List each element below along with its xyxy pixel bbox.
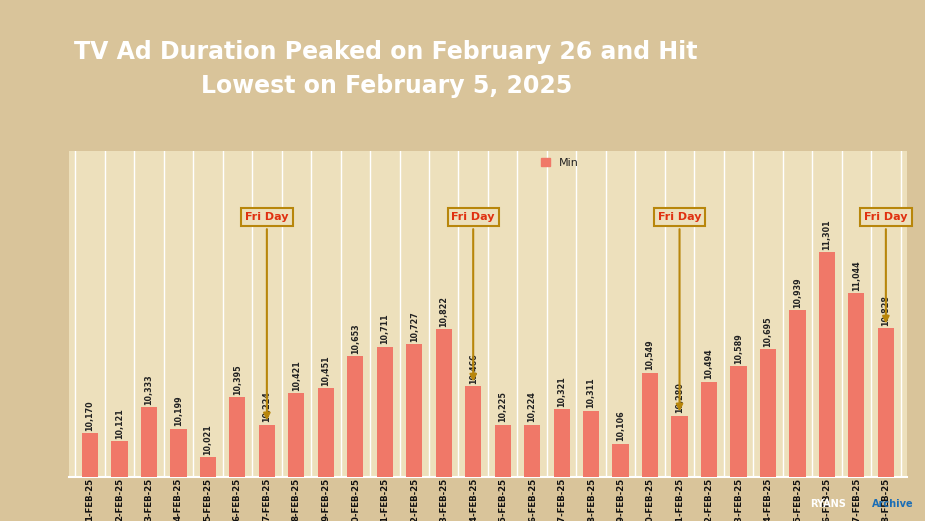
Bar [259, 425, 275, 477]
Bar [347, 356, 364, 477]
Text: 10,711: 10,711 [380, 314, 389, 344]
Text: 10,311: 10,311 [586, 378, 596, 408]
Text: TV Ad Duration Peaked on February 26 and Hit
Lowest on February 5, 2025: TV Ad Duration Peaked on February 26 and… [74, 40, 698, 98]
Text: 10,822: 10,822 [439, 295, 449, 327]
Legend: Min: Min [536, 153, 583, 172]
Bar [642, 373, 659, 477]
Bar [789, 310, 806, 477]
Bar [583, 411, 599, 477]
Text: 10,549: 10,549 [646, 340, 655, 370]
Bar [406, 344, 423, 477]
Bar [200, 457, 216, 477]
Bar [465, 386, 481, 477]
Text: 10,727: 10,727 [410, 311, 419, 342]
Bar [289, 393, 304, 477]
Bar [731, 366, 746, 477]
Bar [819, 252, 835, 477]
Bar [229, 398, 245, 477]
Text: 10,170: 10,170 [85, 401, 94, 431]
Bar [436, 329, 451, 477]
Bar [141, 407, 157, 477]
Text: Fri Day: Fri Day [451, 212, 495, 379]
Bar [612, 444, 629, 477]
Text: 10,225: 10,225 [499, 391, 507, 422]
Text: 10,421: 10,421 [292, 360, 301, 391]
Text: 10,494: 10,494 [705, 349, 713, 379]
Text: 10,224: 10,224 [527, 391, 536, 423]
Text: Fri Day: Fri Day [864, 212, 907, 321]
Text: RYANS: RYANS [810, 499, 846, 509]
Text: 11,301: 11,301 [822, 219, 832, 250]
Text: 10,121: 10,121 [115, 408, 124, 439]
Bar [170, 429, 187, 477]
Bar [878, 328, 894, 477]
Bar [495, 425, 511, 477]
Bar [524, 425, 540, 477]
Text: 10,280: 10,280 [675, 382, 684, 413]
Bar [701, 381, 717, 477]
Text: 10,321: 10,321 [557, 376, 566, 407]
Bar [317, 388, 334, 477]
Text: 10,939: 10,939 [793, 277, 802, 308]
Text: 10,106: 10,106 [616, 411, 625, 441]
Text: 10,828: 10,828 [882, 294, 891, 326]
Bar [848, 293, 865, 477]
Text: 11,044: 11,044 [852, 260, 861, 291]
Bar [111, 441, 128, 477]
Bar [553, 409, 570, 477]
Text: 10,199: 10,199 [174, 396, 183, 426]
Text: 10,021: 10,021 [204, 424, 213, 455]
Text: 10,695: 10,695 [763, 316, 772, 347]
Bar [376, 346, 393, 477]
Bar [82, 433, 98, 477]
Bar [759, 349, 776, 477]
Text: Archive: Archive [872, 499, 914, 509]
Text: Fri Day: Fri Day [245, 212, 289, 418]
Text: 10,395: 10,395 [233, 364, 242, 395]
Text: Fri Day: Fri Day [658, 212, 701, 409]
Text: 10,466: 10,466 [469, 353, 477, 383]
Text: 10,224: 10,224 [263, 391, 271, 423]
Text: 10,589: 10,589 [734, 333, 743, 364]
Text: 10,451: 10,451 [321, 355, 330, 386]
Text: 10,333: 10,333 [144, 374, 154, 405]
Text: 10,653: 10,653 [351, 323, 360, 354]
Bar [672, 416, 687, 477]
